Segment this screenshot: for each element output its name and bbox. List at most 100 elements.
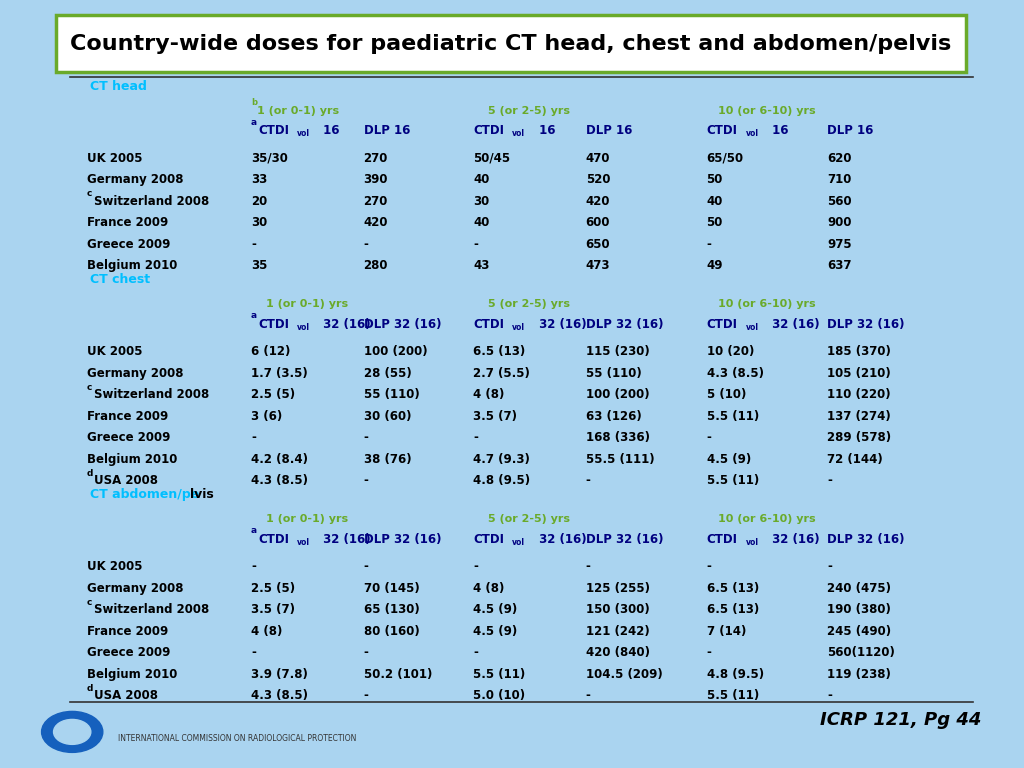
Text: Germany 2008: Germany 2008	[87, 582, 183, 594]
Text: 20: 20	[251, 195, 267, 207]
Text: 1 (or 0-1) yrs: 1 (or 0-1) yrs	[257, 105, 339, 116]
Text: 4.3 (8.5): 4.3 (8.5)	[251, 690, 308, 702]
Text: DLP 32 (16): DLP 32 (16)	[586, 533, 664, 545]
Text: 105 (210): 105 (210)	[827, 367, 891, 379]
Text: 16: 16	[319, 124, 340, 137]
Text: c: c	[87, 382, 92, 392]
Text: Belgium 2010: Belgium 2010	[87, 260, 177, 272]
Text: 168 (336): 168 (336)	[586, 432, 649, 444]
Text: Greece 2009: Greece 2009	[87, 647, 170, 659]
Text: 5 (10): 5 (10)	[707, 389, 745, 401]
Text: -: -	[251, 432, 256, 444]
Text: 40: 40	[473, 217, 489, 229]
Text: 5 (or 2-5) yrs: 5 (or 2-5) yrs	[488, 514, 570, 525]
Text: a: a	[251, 311, 257, 320]
Text: -: -	[707, 647, 712, 659]
Text: 63 (126): 63 (126)	[586, 410, 641, 422]
Text: 270: 270	[364, 195, 388, 207]
Text: -: -	[586, 475, 591, 487]
Text: 3.9 (7.8): 3.9 (7.8)	[251, 668, 308, 680]
Text: ICRP 121, Pg 44: ICRP 121, Pg 44	[820, 711, 982, 730]
Text: vol: vol	[512, 323, 525, 332]
Text: 600: 600	[586, 217, 610, 229]
Text: 33: 33	[251, 174, 267, 186]
Text: 43: 43	[473, 260, 489, 272]
Text: 1 (or 0-1) yrs: 1 (or 0-1) yrs	[266, 514, 348, 525]
Text: c: c	[87, 598, 92, 607]
Text: 560(1120): 560(1120)	[827, 647, 895, 659]
Text: 620: 620	[827, 152, 852, 164]
Text: lvis: lvis	[190, 488, 214, 501]
Text: c: c	[87, 189, 92, 198]
Text: -: -	[364, 561, 369, 573]
Text: 50/45: 50/45	[473, 152, 510, 164]
Text: 40: 40	[707, 195, 723, 207]
Text: 10 (or 6-10) yrs: 10 (or 6-10) yrs	[718, 105, 816, 116]
Text: 4.5 (9): 4.5 (9)	[707, 453, 751, 465]
Text: -: -	[473, 647, 478, 659]
Text: CTDI: CTDI	[707, 318, 737, 330]
Text: DLP 16: DLP 16	[364, 124, 410, 137]
Text: 3.5 (7): 3.5 (7)	[473, 410, 517, 422]
Text: 119 (238): 119 (238)	[827, 668, 891, 680]
Text: CTDI: CTDI	[258, 318, 289, 330]
Text: 32 (16): 32 (16)	[319, 533, 371, 545]
Text: Germany 2008: Germany 2008	[87, 367, 183, 379]
Text: 650: 650	[586, 238, 610, 250]
Text: 5.0 (10): 5.0 (10)	[473, 690, 525, 702]
Text: France 2009: France 2009	[87, 410, 168, 422]
Text: 4.5 (9): 4.5 (9)	[473, 625, 517, 637]
Text: 1.7 (3.5): 1.7 (3.5)	[251, 367, 307, 379]
Text: 55 (110): 55 (110)	[364, 389, 419, 401]
Text: 900: 900	[827, 217, 852, 229]
Text: 30: 30	[473, 195, 489, 207]
Text: vol: vol	[512, 538, 525, 547]
Text: 185 (370): 185 (370)	[827, 346, 891, 358]
Text: DLP 16: DLP 16	[827, 124, 873, 137]
Text: 2.5 (5): 2.5 (5)	[251, 582, 295, 594]
Text: 121 (242): 121 (242)	[586, 625, 649, 637]
Text: France 2009: France 2009	[87, 625, 168, 637]
Text: Germany 2008: Germany 2008	[87, 174, 183, 186]
Text: 6.5 (13): 6.5 (13)	[473, 346, 525, 358]
Text: 49: 49	[707, 260, 723, 272]
Text: -: -	[364, 475, 369, 487]
Text: 975: 975	[827, 238, 852, 250]
Text: USA 2008: USA 2008	[94, 475, 159, 487]
Text: CT chest: CT chest	[90, 273, 151, 286]
Text: -: -	[827, 561, 833, 573]
Text: 6.5 (13): 6.5 (13)	[707, 604, 759, 616]
Text: vol: vol	[297, 538, 310, 547]
Text: 125 (255): 125 (255)	[586, 582, 649, 594]
Text: 100 (200): 100 (200)	[364, 346, 427, 358]
Text: CT head: CT head	[90, 80, 147, 92]
Text: 420: 420	[586, 195, 610, 207]
Text: 137 (274): 137 (274)	[827, 410, 891, 422]
Text: -: -	[707, 238, 712, 250]
Text: Switzerland 2008: Switzerland 2008	[94, 389, 210, 401]
Text: 190 (380): 190 (380)	[827, 604, 891, 616]
Text: CTDI: CTDI	[258, 533, 289, 545]
Text: DLP 32 (16): DLP 32 (16)	[586, 318, 664, 330]
Text: 420 (840): 420 (840)	[586, 647, 649, 659]
Text: 40: 40	[473, 174, 489, 186]
Text: Belgium 2010: Belgium 2010	[87, 668, 177, 680]
Text: 270: 270	[364, 152, 388, 164]
Text: 10 (or 6-10) yrs: 10 (or 6-10) yrs	[718, 299, 816, 310]
Text: DLP 16: DLP 16	[586, 124, 632, 137]
Text: USA 2008: USA 2008	[94, 690, 159, 702]
Text: 1 (or 0-1) yrs: 1 (or 0-1) yrs	[266, 299, 348, 310]
Text: 50.2 (101): 50.2 (101)	[364, 668, 432, 680]
Text: 30 (60): 30 (60)	[364, 410, 411, 422]
Text: 3 (6): 3 (6)	[251, 410, 283, 422]
Text: 240 (475): 240 (475)	[827, 582, 891, 594]
Text: 520: 520	[586, 174, 610, 186]
Text: -: -	[827, 475, 833, 487]
Text: -: -	[473, 238, 478, 250]
Text: INTERNATIONAL COMMISSION ON RADIOLOGICAL PROTECTION: INTERNATIONAL COMMISSION ON RADIOLOGICAL…	[118, 734, 356, 743]
Circle shape	[53, 720, 91, 744]
Text: 2.5 (5): 2.5 (5)	[251, 389, 295, 401]
Text: 38 (76): 38 (76)	[364, 453, 412, 465]
Text: 4.8 (9.5): 4.8 (9.5)	[707, 668, 764, 680]
Text: 5 (or 2-5) yrs: 5 (or 2-5) yrs	[488, 105, 570, 116]
